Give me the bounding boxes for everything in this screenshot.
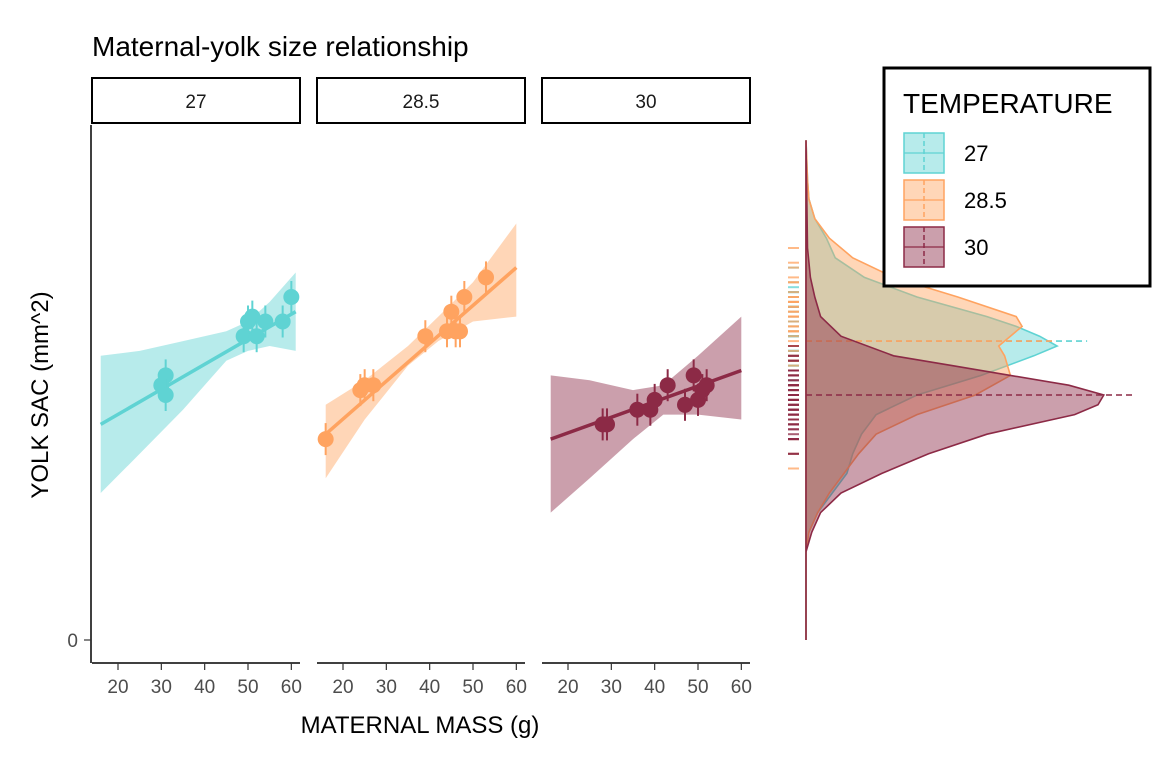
data-point <box>629 401 646 418</box>
density-curve-30 <box>805 140 1106 640</box>
data-point <box>685 367 702 384</box>
facet-strip <box>91 77 301 124</box>
facet-strip <box>541 77 751 124</box>
data-point <box>157 367 174 384</box>
x-tick-label: 40 <box>644 677 665 698</box>
y-axis-label: YOLK SAC (mm^2) <box>27 291 54 498</box>
legend-title: TEMPERATURE <box>903 88 1113 119</box>
legend-entry-label: 28.5 <box>964 188 1007 213</box>
confidence-band <box>100 272 296 493</box>
legend-entry-label: 30 <box>964 235 988 260</box>
density-curve-28.5 <box>805 140 1024 640</box>
x-tick-label: 20 <box>107 677 128 698</box>
data-point <box>599 416 615 433</box>
data-point <box>248 328 265 345</box>
x-tick-label: 40 <box>419 677 440 698</box>
x-tick-label: 50 <box>687 677 708 698</box>
data-point <box>452 323 468 340</box>
data-point <box>317 431 334 448</box>
rug <box>788 247 799 470</box>
data-point <box>698 377 715 394</box>
chart-title: Maternal-yolk size relationship <box>92 31 469 62</box>
facet-strip-label: 30 <box>635 92 656 113</box>
data-point <box>274 313 291 330</box>
data-point <box>257 313 274 330</box>
data-point <box>417 328 434 345</box>
x-tick-label: 30 <box>151 677 172 698</box>
x-axis-label: MATERNAL MASS (g) <box>301 712 540 739</box>
data-point <box>646 391 663 408</box>
data-point <box>677 396 693 413</box>
x-tick-label: 30 <box>601 677 622 698</box>
data-point <box>659 377 676 394</box>
y-tick-label: 0 <box>67 631 78 652</box>
x-tick-label: 50 <box>462 677 483 698</box>
data-point <box>283 289 300 305</box>
fit-line <box>99 310 297 426</box>
facet-strip-label: 27 <box>185 92 206 113</box>
x-tick-label: 20 <box>557 677 578 698</box>
data-point <box>157 387 174 403</box>
data-point <box>443 303 460 320</box>
facet-panel-27: 27 20 30 40 50 60 <box>91 77 302 698</box>
marginal-density-panel <box>788 140 1134 640</box>
facets-layer: 0 27 20 30 40 50 60 28.5 20 30 40 50 60 30 20 30 40 50 60 <box>67 77 752 698</box>
legend-entry-label: 27 <box>964 141 988 166</box>
legend-box <box>882 66 1152 288</box>
facet-panel-30: 30 20 30 40 50 60 <box>541 77 752 698</box>
x-tick-label: 40 <box>194 677 215 698</box>
facet-strip-label: 28.5 <box>403 92 440 113</box>
data-point <box>365 377 382 394</box>
x-tick-label: 60 <box>731 677 752 698</box>
facet-panel-28.5: 28.5 20 30 40 50 60 <box>316 77 527 698</box>
x-tick-label: 20 <box>332 677 353 698</box>
fit-line <box>324 266 518 436</box>
x-tick-label: 60 <box>281 677 302 698</box>
legend: TEMPERATURE 27 28.5 30 <box>882 66 1152 288</box>
data-point <box>478 269 494 286</box>
data-point <box>456 289 473 305</box>
x-tick-label: 50 <box>237 677 258 698</box>
x-tick-label: 60 <box>506 677 527 698</box>
x-tick-label: 30 <box>376 677 397 698</box>
facet-strip <box>316 77 526 124</box>
